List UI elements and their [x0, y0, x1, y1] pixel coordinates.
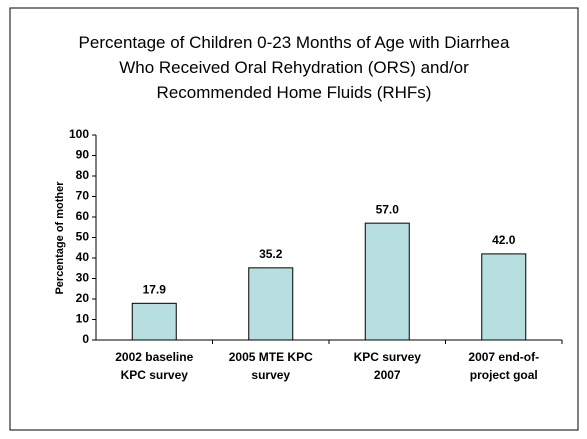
y-tick-label: 0	[82, 332, 89, 346]
x-tick-label: KPC survey 2007	[354, 350, 422, 382]
y-tick-label: 70	[76, 189, 90, 203]
y-axis-label: Percentage of mother	[54, 181, 66, 295]
y-tick-label: 80	[76, 168, 90, 182]
y-tick-label: 40	[76, 250, 90, 264]
x-tick-label: 2002 baseline KPC survey	[115, 350, 193, 382]
y-tick-label: 90	[76, 148, 90, 162]
y-tick-label: 60	[76, 209, 90, 223]
y-tick-label: 100	[69, 127, 89, 141]
bar	[364, 222, 410, 341]
bar	[131, 302, 177, 341]
y-tick-label: 10	[76, 312, 90, 326]
y-tick-label: 30	[76, 271, 90, 285]
x-tick-label: 2007 end-of-project goal	[468, 350, 539, 382]
y-tick-label: 20	[76, 291, 90, 305]
bar	[481, 253, 527, 341]
chart-title: Percentage of Children 0-23 Months of Ag…	[79, 33, 510, 102]
bar	[248, 267, 294, 341]
x-tick-label: 2005 MTE KPC survey	[229, 350, 313, 382]
value-label: 35.2	[259, 247, 283, 261]
value-label: 42.0	[492, 233, 516, 247]
value-label: 57.0	[376, 202, 400, 216]
y-tick-label: 50	[76, 230, 90, 244]
value-label: 17.9	[143, 282, 167, 296]
frame	[9, 7, 579, 431]
